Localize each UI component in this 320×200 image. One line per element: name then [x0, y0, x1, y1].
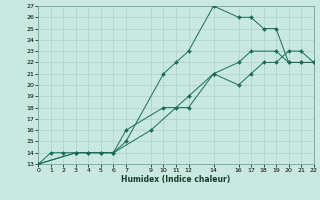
X-axis label: Humidex (Indice chaleur): Humidex (Indice chaleur) — [121, 175, 231, 184]
